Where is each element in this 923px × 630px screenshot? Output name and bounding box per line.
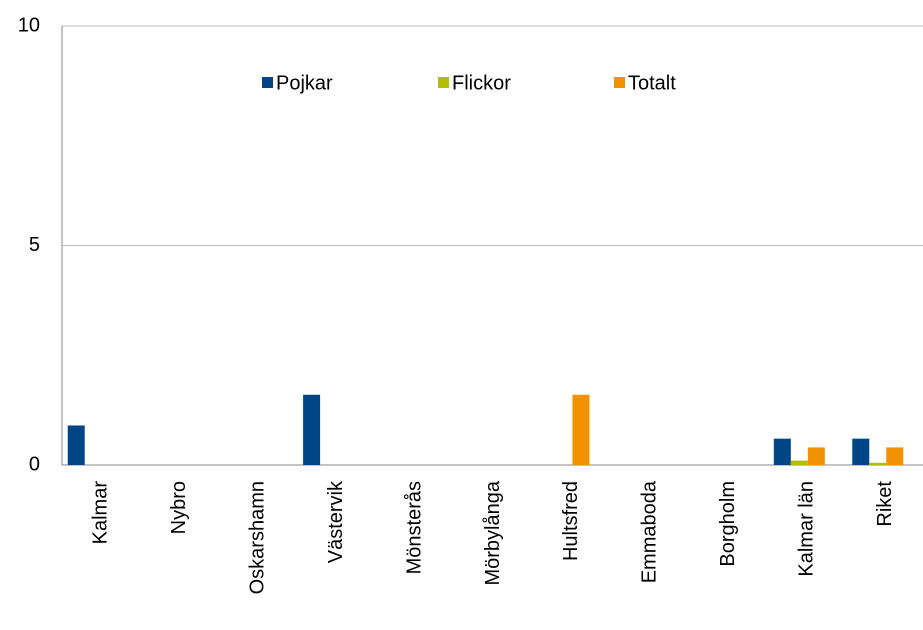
legend-swatch	[438, 77, 449, 88]
bar	[790, 460, 808, 465]
legend-label: Pojkar	[276, 72, 333, 94]
bar	[886, 447, 904, 465]
x-tick-label: Riket	[874, 481, 896, 527]
y-tick-label: 0	[29, 453, 40, 475]
x-tick-label: Mörbylånga	[482, 480, 504, 585]
legend-label: Flickor	[452, 72, 511, 94]
x-tick-label: Kalmar	[90, 481, 112, 545]
bar	[807, 447, 825, 465]
bar	[773, 438, 791, 465]
x-tick-label: Hultsfred	[560, 481, 582, 561]
bar	[869, 462, 887, 465]
x-tick-label: Kalmar län	[796, 481, 818, 577]
x-tick-label: Mönsterås	[403, 481, 425, 574]
x-tick-label: Borgholm	[717, 481, 739, 567]
legend-label: Totalt	[628, 72, 676, 94]
y-tick-label: 5	[29, 234, 40, 256]
legend-swatch	[614, 77, 625, 88]
legend-swatch	[262, 77, 273, 88]
x-tick-label: Oskarshamn	[246, 481, 268, 594]
x-tick-label: Emmaboda	[639, 480, 661, 583]
x-tick-label: Nybro	[168, 481, 190, 534]
legend: Pojkar Flickor Totalt	[262, 72, 676, 94]
bar	[852, 438, 870, 465]
x-tick-label: Västervik	[325, 480, 347, 563]
bar	[572, 394, 590, 465]
y-tick-label: 10	[18, 14, 40, 36]
bar	[303, 394, 321, 465]
bar	[67, 425, 85, 465]
